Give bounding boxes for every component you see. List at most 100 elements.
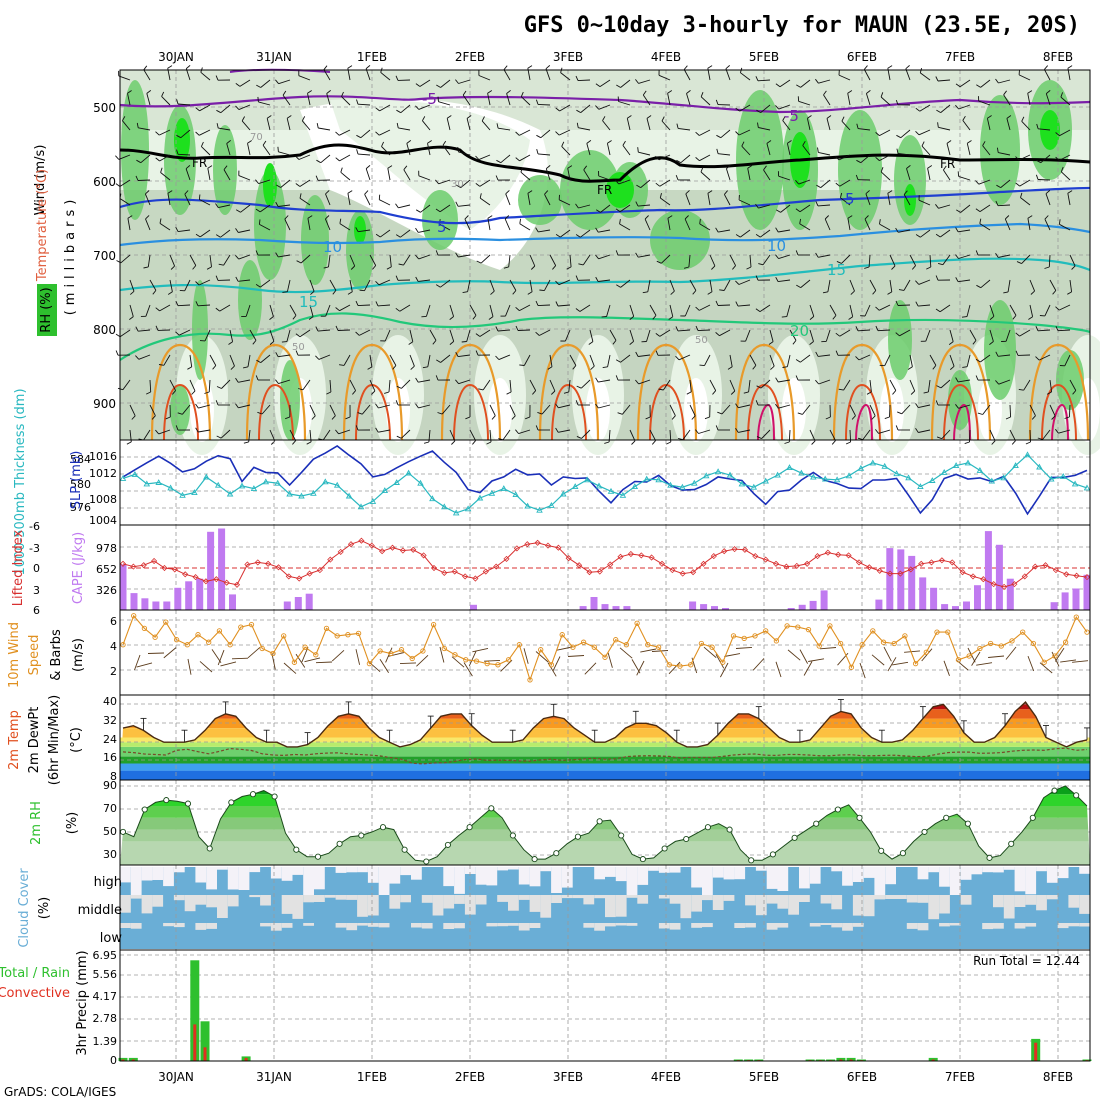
wind-barb	[638, 254, 651, 258]
wind10-speed-point	[634, 620, 640, 626]
wind10-barb	[1054, 647, 1065, 662]
wind-barb-feather	[151, 415, 156, 420]
wind-barb-feather	[555, 280, 560, 286]
rh2m-point	[1051, 787, 1058, 794]
wind-barb	[629, 329, 635, 342]
wind-barb-feather	[583, 165, 588, 171]
wind-barb	[638, 79, 651, 84]
wind-barb-feather	[1031, 415, 1036, 420]
wind-barb-feather	[735, 427, 739, 433]
wind-barb-feather	[555, 427, 559, 433]
wind-barb-feather	[752, 365, 757, 370]
thickness-point	[869, 459, 877, 466]
wind-barb	[721, 404, 731, 415]
wind-barb-feather	[339, 218, 342, 224]
thickness-point	[1036, 463, 1043, 470]
wind-barb-feather	[595, 254, 599, 260]
wind-barb-feather	[975, 180, 980, 185]
wind-barb-feather	[1012, 315, 1017, 320]
cloud-clear-cell	[475, 895, 487, 905]
wind-barb-feather	[356, 99, 359, 105]
wind-barb	[519, 154, 531, 162]
wind10-barb	[636, 660, 645, 676]
temp2m-tick: 8	[110, 770, 117, 783]
wind-barb-feather	[675, 175, 679, 181]
wind-barb-feather	[866, 391, 872, 395]
wind-barb	[339, 304, 351, 312]
thickness-point	[679, 483, 686, 490]
lifted-index-point	[804, 560, 811, 567]
wind-barb	[738, 279, 751, 285]
cloud-clear-cell	[508, 923, 519, 926]
wind-barb-feather	[476, 260, 482, 264]
cloud-clear-cell	[777, 895, 789, 909]
wind-barb-feather	[308, 316, 314, 320]
cloud-clear-cell	[702, 867, 713, 895]
wind10-speed-point	[1073, 614, 1079, 620]
cape-bar	[470, 604, 477, 610]
wind-barb-feather	[619, 219, 621, 225]
wind10-barb	[724, 653, 741, 657]
wind-barb-feather	[216, 435, 222, 439]
wind-barb-feather	[936, 436, 942, 440]
wind-barb-feather	[797, 412, 803, 415]
precip-total-bar	[836, 1057, 846, 1061]
wind-barb-feather	[461, 341, 467, 343]
wind-barb-feather	[266, 115, 272, 119]
wind-barb	[460, 179, 471, 188]
wind-barb	[997, 204, 1011, 207]
wind-barb	[198, 404, 211, 409]
plus20-contour	[119, 312, 1091, 361]
wind-barb	[260, 79, 271, 88]
bottom-date-axis: 30JAN 31JAN 1FEB 2FEB 3FEB 4FEB 5FEB 6FE…	[158, 1070, 1073, 1084]
wind-barb	[1018, 154, 1031, 161]
wind-barb	[909, 379, 916, 392]
cloud-clear-cell	[863, 867, 875, 878]
temp2m-panel: 40 32 24 16 8 2m Temp 2m DewPt (6hr Min/…	[7, 694, 1091, 785]
wind-barb-feather	[989, 315, 995, 320]
wind-barb-feather	[155, 131, 160, 136]
wind-barb-feather	[807, 115, 812, 119]
wind-barb	[120, 254, 131, 264]
wind-barb	[260, 354, 271, 363]
contour-label: FR	[940, 157, 955, 171]
wind-barb-feather	[704, 416, 710, 420]
wind-barb-feather	[631, 440, 636, 445]
rh2m-point	[878, 847, 885, 854]
cape-bar	[174, 587, 182, 610]
wind-barb	[778, 279, 791, 283]
wind-barb-feather	[282, 90, 287, 96]
wind10-speed-point	[870, 628, 876, 634]
thickness-point	[1024, 451, 1031, 458]
wind-barb	[177, 103, 191, 106]
wind-barb-feather	[961, 316, 968, 318]
wind-barb-feather	[642, 291, 648, 294]
lifted-index-point	[918, 560, 925, 567]
wind10-speed-point	[559, 632, 565, 638]
wind-barb	[680, 154, 691, 164]
wind-barb-feather	[635, 379, 639, 385]
wind-barb	[838, 74, 851, 81]
wind-barb	[220, 104, 231, 114]
thickness-point	[738, 480, 746, 487]
wind-barb-feather	[645, 416, 651, 420]
wind-barb-feather	[177, 412, 183, 415]
wind10-speed-point	[441, 645, 447, 652]
wind-barb	[569, 354, 577, 366]
wind10-barb	[556, 646, 573, 651]
wind-barb-feather	[875, 156, 880, 161]
wind-barb-feather	[832, 315, 837, 320]
lifted-index-point	[980, 576, 987, 583]
wind-barb	[298, 75, 311, 81]
wind10-speed-point	[645, 642, 651, 648]
wind-barb	[300, 254, 311, 264]
wind-barb	[517, 329, 531, 331]
cloud-clear-cell	[367, 867, 379, 883]
wind-barb	[826, 118, 831, 131]
wind-barb-feather	[375, 427, 379, 433]
wind-barb	[197, 304, 211, 307]
wind-barb	[818, 379, 831, 385]
wind-barb	[284, 219, 291, 231]
contour-label: 50	[292, 342, 305, 353]
wind-barb-feather	[503, 266, 509, 269]
